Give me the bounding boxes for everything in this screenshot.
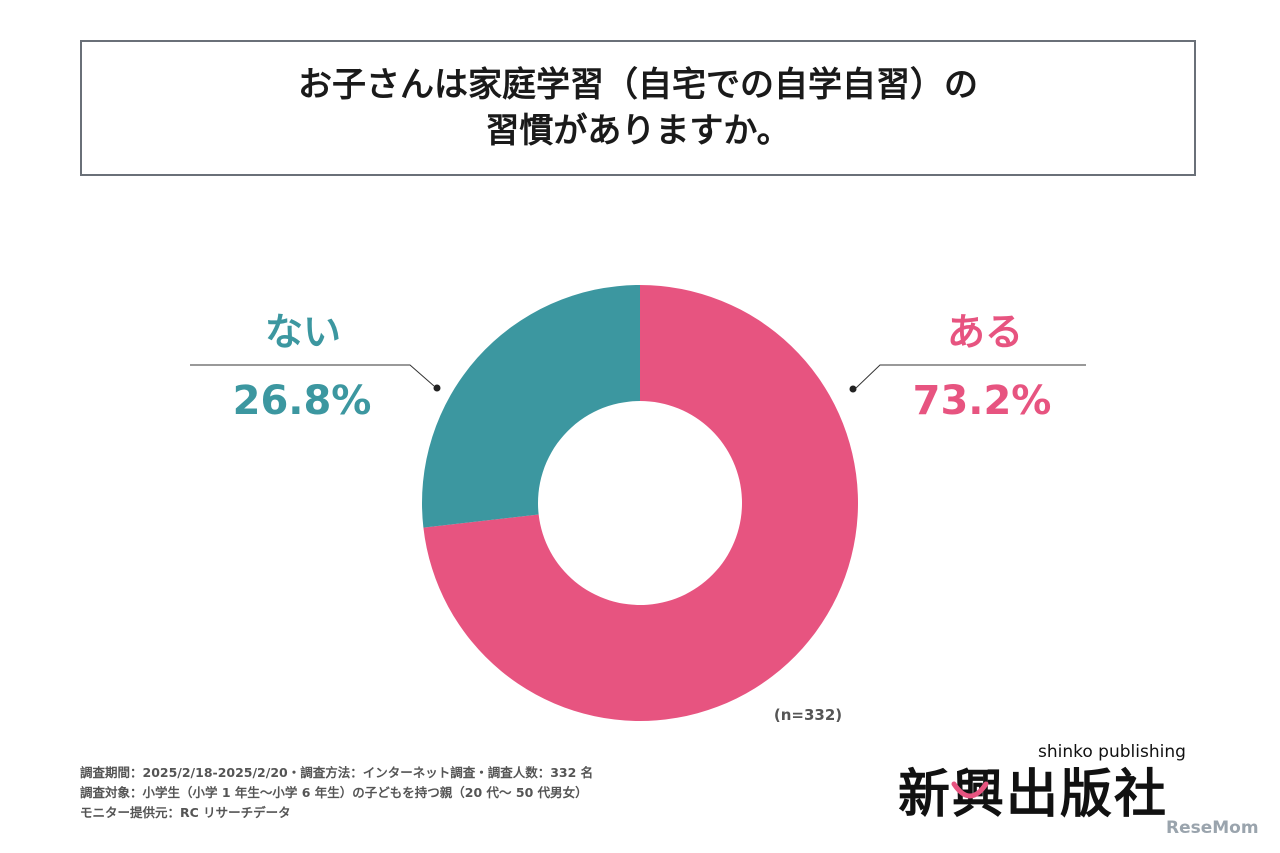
title-line-1: お子さんは家庭学習（自宅での自学自習）の (298, 65, 978, 105)
logo-subtitle: shinko publishing (1038, 742, 1186, 762)
leader-line-aru (855, 364, 1086, 389)
slice-label-nai: ない (265, 310, 341, 354)
footnote-monitor-source: モニター提供元：RC リサーチデータ (80, 805, 291, 820)
leader-dot-nai (433, 384, 441, 392)
title-line-2: 習慣がありますか。 (485, 111, 791, 151)
slice-value-nai: 26.8% (233, 378, 372, 424)
footnote-survey-target: 調査対象：小学生（小学 1 年生～小学 6 年生）の子どもを持つ親（20 代～ … (80, 785, 588, 800)
sample-size-note: (n=332) (774, 706, 842, 724)
slices-group (422, 285, 858, 721)
watermark: ReseMom (1166, 818, 1259, 838)
logo-wordmark: 新興出版社 (898, 764, 1169, 825)
title-box: お子さんは家庭学習（自宅での自学自習）の 習慣がありますか。 (80, 40, 1196, 176)
footnote-survey-period: 調査期間：2025/2/18-2025/2/20・調査方法：インターネット調査・… (80, 765, 594, 780)
slice-label-aru: ある (947, 310, 1023, 354)
logo-smile-icon (951, 781, 989, 799)
leader-lines (190, 364, 1086, 393)
donut-slice-aru (423, 285, 858, 721)
leader-line-nai (190, 364, 435, 387)
publisher-logo: shinko publishing 新興出版社 (898, 738, 1208, 825)
donut-slice-nai (422, 285, 640, 528)
slice-value-aru: 73.2% (913, 378, 1052, 424)
leader-dot-aru (849, 385, 857, 393)
